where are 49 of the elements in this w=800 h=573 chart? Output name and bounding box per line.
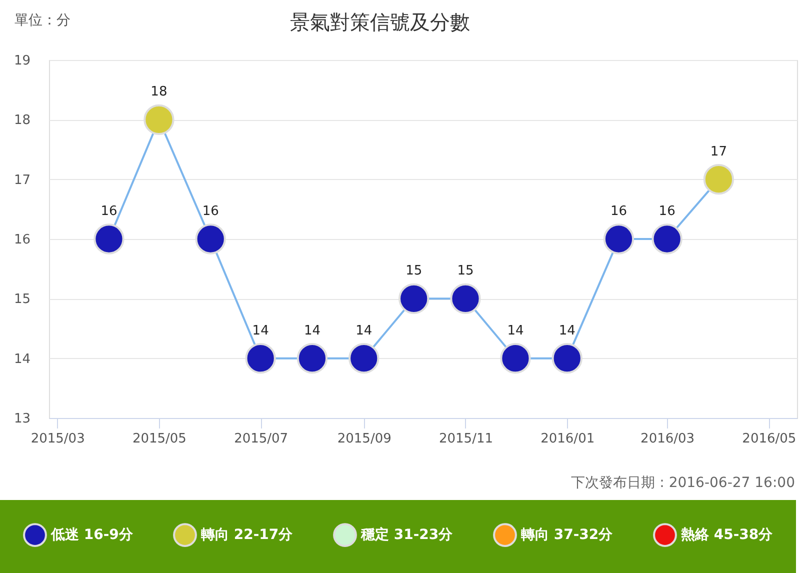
point [652,224,682,254]
point [94,224,124,254]
point [703,164,734,195]
y-tick-label: 18 [14,113,30,128]
data-label: 14 [356,323,372,338]
point [348,343,380,374]
x-tick-label: 2015/05 [132,432,186,446]
legend-label: 轉向 37-32分 [520,527,614,544]
legend-label: 穩定 31-23分 [360,526,454,544]
point [144,104,174,135]
point [450,283,481,314]
x-tick-label: 2016/03 [640,432,695,446]
data-label: 16 [100,204,118,219]
data-label: 16 [658,204,676,219]
point [398,283,430,314]
point [603,224,634,254]
point [195,224,226,254]
legend-label: 轉向 22-17分 [200,527,294,544]
y-tick-label: 15 [14,292,30,308]
y-tick-label: 14 [14,352,30,367]
data-label: 15 [457,264,474,279]
data-label: 16 [202,204,219,219]
data-label: 16 [610,204,628,219]
point [245,343,276,374]
x-tick-label: 2015/09 [337,432,392,446]
y-tick-label: 13 [14,412,30,426]
x-tick-label: 2015/03 [30,432,85,446]
point [296,343,328,374]
x-tick-label: 2015/11 [438,432,493,446]
x-tick-label: 2015/07 [234,432,288,446]
data-label: 17 [710,144,727,160]
y-tick-label: 19 [14,54,30,68]
point [500,343,531,374]
data-label: 18 [150,84,168,100]
data-label: 15 [406,264,422,279]
data-label: 14 [558,323,576,338]
legend-label: 熱絡 45-38分 [680,527,774,544]
data-label: 14 [507,323,524,338]
point [552,343,582,374]
y-axis-title: 單位：分 [14,12,70,28]
x-tick-label: 2016/01 [540,432,595,446]
data-label: 14 [304,323,320,338]
legend-label: 低迷 16-9分 [50,527,134,544]
y-tick-label: 16 [14,232,30,248]
chart-title: 景氣對策信號及分數 [290,10,470,34]
text: 下次發布日期 : 2016-06-27 16:00 [571,475,795,491]
x-tick-label: 2016/05 [742,432,796,446]
data-label: 14 [252,323,269,338]
y-tick-label: 17 [14,172,30,188]
